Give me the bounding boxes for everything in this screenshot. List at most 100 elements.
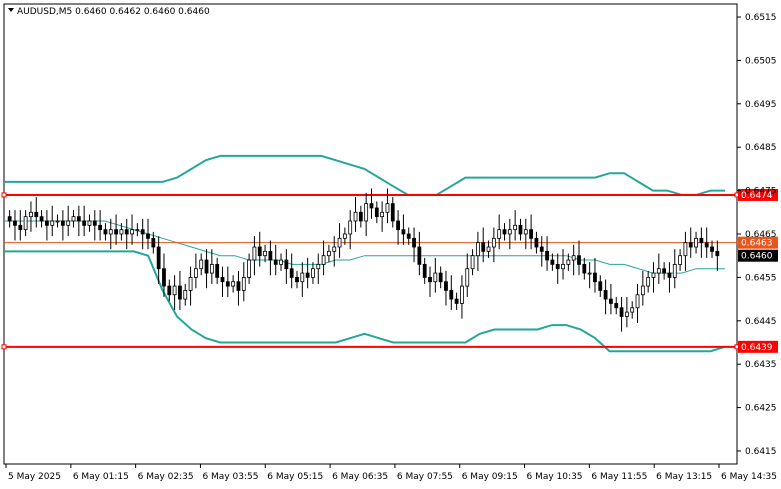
candle-body xyxy=(369,203,374,209)
candle-body xyxy=(273,259,278,265)
candle xyxy=(342,227,347,245)
candle xyxy=(92,210,97,241)
candle-body xyxy=(449,290,454,300)
candle-body xyxy=(412,237,416,248)
candle-body xyxy=(481,242,486,252)
candle-body xyxy=(699,237,704,244)
candle xyxy=(412,227,416,263)
candle xyxy=(55,214,60,228)
candle-body xyxy=(82,220,87,226)
candle-body xyxy=(683,242,688,257)
candle-body xyxy=(204,259,209,274)
candle xyxy=(98,210,103,241)
candle xyxy=(385,188,390,224)
x-tick-label: 6 May 10:35 xyxy=(527,472,583,482)
candle xyxy=(651,262,656,293)
candle-body xyxy=(406,233,411,239)
candle-body xyxy=(236,281,241,291)
candle-body xyxy=(635,294,640,309)
x-tick-label: 6 May 11:55 xyxy=(591,472,647,482)
candle xyxy=(518,218,523,241)
candle xyxy=(188,266,193,306)
candle-body xyxy=(135,229,140,232)
bollinger-middle-line xyxy=(4,220,725,274)
level-handle[interactable] xyxy=(1,192,7,198)
candle xyxy=(550,253,555,271)
candle-body xyxy=(156,246,161,270)
candle-body xyxy=(470,255,475,270)
candle-body xyxy=(502,229,507,235)
candle-body xyxy=(401,229,406,235)
candle xyxy=(225,266,230,297)
candle-body xyxy=(598,281,603,291)
candle-body xyxy=(119,229,124,235)
candle-body xyxy=(460,285,464,304)
dropdown-triangle-icon[interactable] xyxy=(8,8,14,12)
candle xyxy=(374,201,379,224)
support-price-tag xyxy=(738,340,778,353)
candle-body xyxy=(193,268,198,278)
candle-body xyxy=(662,268,667,274)
candle xyxy=(295,270,299,289)
candle-body xyxy=(374,207,379,218)
candle xyxy=(140,218,145,250)
level-price-label: 0.6474 xyxy=(741,191,773,201)
candle-body xyxy=(231,281,236,287)
candle xyxy=(82,205,87,237)
candle-body xyxy=(672,263,677,278)
y-tick-label: 0.6415 xyxy=(745,447,777,457)
candle-body xyxy=(300,272,305,283)
candle-body xyxy=(34,211,39,218)
candle xyxy=(172,275,177,310)
candle-body xyxy=(23,216,28,231)
y-tick-label: 0.6445 xyxy=(745,317,777,327)
candle-body xyxy=(454,298,459,304)
candle xyxy=(241,262,246,302)
candle-body xyxy=(29,211,33,218)
candle-body xyxy=(688,242,693,248)
candle xyxy=(694,231,698,254)
current-price-tag xyxy=(738,249,778,262)
candle xyxy=(428,266,432,297)
candle-body xyxy=(7,216,12,222)
candle xyxy=(13,210,17,241)
candle xyxy=(348,210,353,250)
level-price-label: 0.6439 xyxy=(741,343,773,353)
level-handle[interactable] xyxy=(1,344,7,350)
x-tick-label: 5 May 2025 xyxy=(8,472,61,482)
candle-body xyxy=(566,259,571,265)
candle-body xyxy=(76,216,81,222)
horizontal-levels[interactable]: 0.6474 0.6439 0.6463 0.6460 xyxy=(1,188,778,353)
candle-body xyxy=(332,246,337,252)
candle xyxy=(369,188,374,219)
candle xyxy=(146,218,150,250)
candle-body xyxy=(491,237,496,248)
candle-body xyxy=(295,276,299,283)
candle-body xyxy=(444,281,448,291)
price-axis[interactable]: 0.65150.65050.64950.64850.64750.64650.64… xyxy=(737,13,777,457)
candle-body xyxy=(529,229,534,239)
candle xyxy=(656,253,661,284)
candle xyxy=(39,210,44,228)
candle-body xyxy=(284,259,289,270)
candle-body xyxy=(162,268,166,287)
time-axis[interactable]: 5 May 2025 6 May 01:15 6 May 02:35 6 May 03… xyxy=(5,464,777,482)
candle-body xyxy=(87,220,92,226)
candle xyxy=(614,296,619,315)
candle-body xyxy=(630,307,635,313)
candle-body xyxy=(13,220,17,226)
symbol-ohlc-text: AUDUSD,M5 0.6460 0.6462 0.6460 0.6460 xyxy=(17,7,210,17)
candle-body xyxy=(55,220,60,223)
candle-body xyxy=(98,224,103,231)
candle-body xyxy=(311,268,315,278)
candle xyxy=(460,275,464,319)
candle-body xyxy=(321,255,326,265)
x-tick-label: 6 May 14:35 xyxy=(721,472,777,482)
candle-body xyxy=(358,211,363,222)
candle-body xyxy=(651,272,656,278)
candle xyxy=(311,262,315,284)
candle-body xyxy=(252,246,257,261)
candle xyxy=(34,197,39,228)
